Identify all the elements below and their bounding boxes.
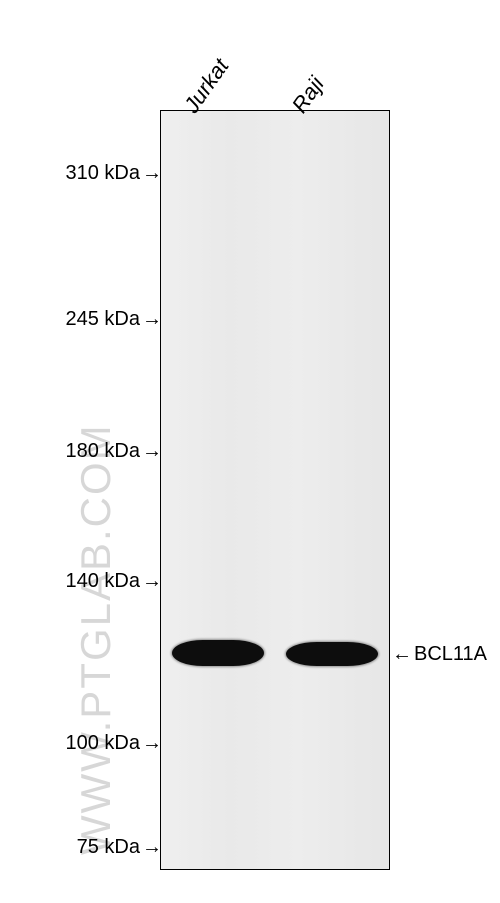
mw-label-140: 140 kDa bbox=[30, 570, 140, 593]
target-protein-label: BCL11A bbox=[414, 643, 487, 666]
blot-membrane bbox=[160, 110, 390, 870]
blot-figure: WWW.PTGLAB.COM Jurkat Raji 310 kDa → 245… bbox=[0, 0, 500, 903]
mw-arrow-140: → bbox=[142, 571, 162, 591]
target-arrow-icon: ← bbox=[392, 644, 412, 664]
mw-label-245: 245 kDa bbox=[30, 308, 140, 331]
mw-arrow-75: → bbox=[142, 837, 162, 857]
lane-label-jurkat: Jurkat bbox=[179, 54, 235, 118]
mw-label-100: 100 kDa bbox=[30, 732, 140, 755]
mw-arrow-310: → bbox=[142, 163, 162, 183]
mw-arrow-180: → bbox=[142, 441, 162, 461]
mw-arrow-245: → bbox=[142, 309, 162, 329]
mw-label-310: 310 kDa bbox=[30, 162, 140, 185]
band-raji bbox=[286, 642, 378, 666]
mw-label-180: 180 kDa bbox=[30, 440, 140, 463]
mw-arrow-100: → bbox=[142, 733, 162, 753]
watermark-text: WWW.PTGLAB.COM bbox=[72, 423, 120, 855]
mw-label-75: 75 kDa bbox=[30, 836, 140, 859]
band-jurkat bbox=[172, 640, 264, 666]
